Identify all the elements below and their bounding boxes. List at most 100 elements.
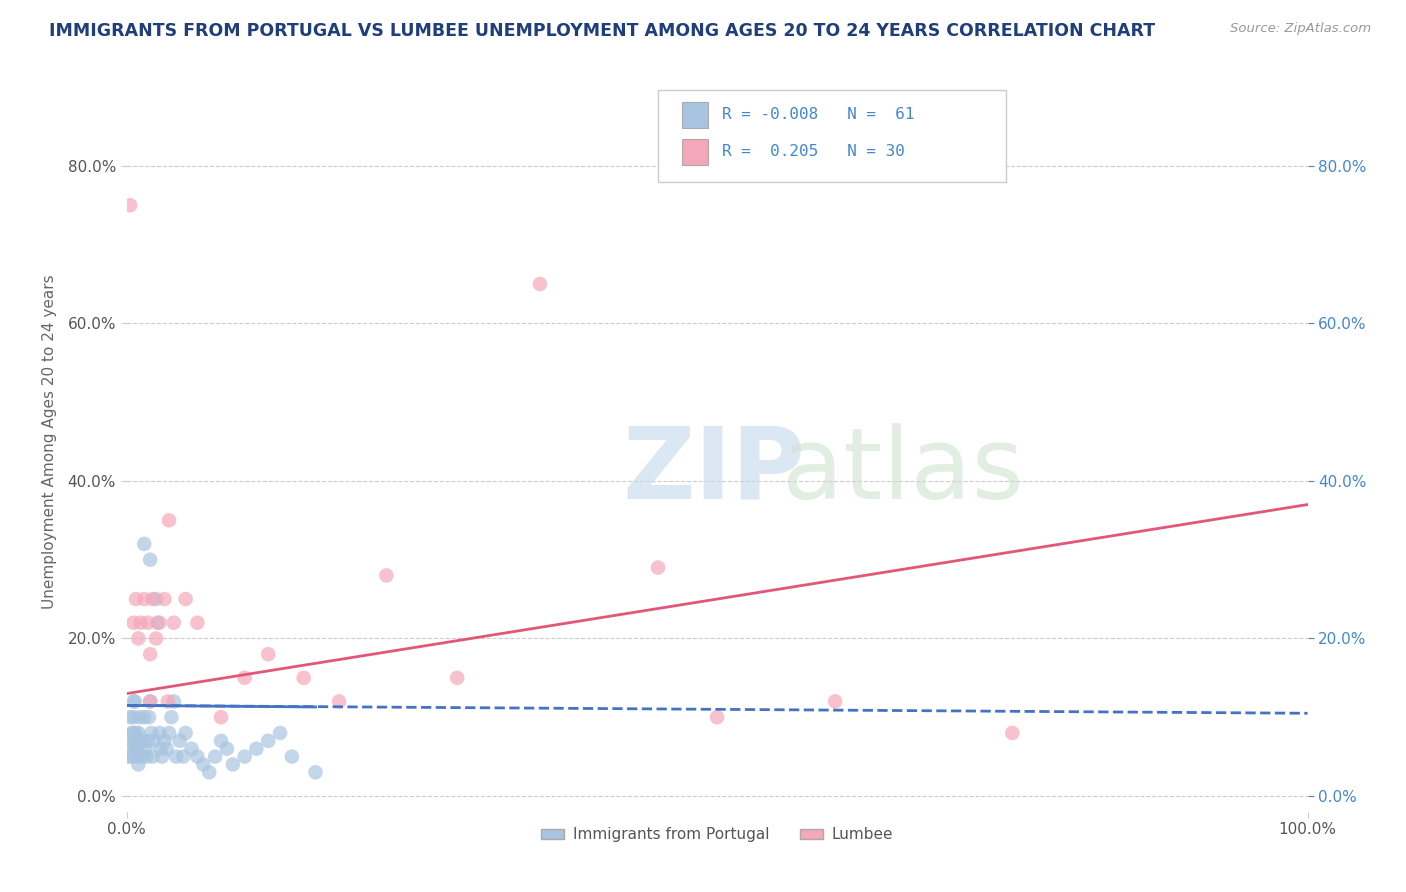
Point: [375, 568, 398, 582]
Point: [180, 741, 202, 756]
Point: [134, 592, 156, 607]
Point: [193, 757, 215, 772]
Point: [128, 734, 150, 748]
Point: [169, 734, 191, 748]
Text: ZIP: ZIP: [623, 423, 806, 520]
Text: IMMIGRANTS FROM PORTUGAL VS LUMBEE UNEMPLOYMENT AMONG AGES 20 TO 24 YEARS CORREL: IMMIGRANTS FROM PORTUGAL VS LUMBEE UNEMP…: [49, 22, 1156, 40]
Point: [128, 710, 150, 724]
Point: [134, 537, 156, 551]
Point: [139, 694, 162, 708]
Point: [163, 694, 186, 708]
Point: [204, 749, 226, 764]
Point: [165, 749, 187, 764]
Legend: Immigrants from Portugal, Lumbee: Immigrants from Portugal, Lumbee: [534, 822, 900, 848]
Text: R = -0.008   N =  61: R = -0.008 N = 61: [721, 107, 914, 122]
Point: [172, 749, 194, 764]
Point: [150, 749, 173, 764]
Point: [174, 726, 197, 740]
Point: [153, 592, 176, 607]
Point: [269, 726, 291, 740]
Point: [125, 741, 148, 756]
Point: [1001, 726, 1024, 740]
Point: [120, 710, 142, 724]
Point: [222, 757, 245, 772]
Point: [233, 671, 256, 685]
Point: [304, 765, 326, 780]
Point: [138, 710, 160, 724]
Point: [127, 749, 149, 764]
Point: [129, 615, 152, 630]
Point: [124, 694, 146, 708]
Point: [198, 765, 221, 780]
Bar: [682, 103, 707, 128]
Point: [186, 749, 208, 764]
Point: [125, 592, 148, 607]
Point: [156, 694, 179, 708]
Point: [121, 726, 143, 740]
Point: [124, 734, 146, 748]
Point: [120, 741, 142, 756]
FancyBboxPatch shape: [658, 90, 1007, 183]
Point: [292, 671, 315, 685]
Point: [186, 615, 208, 630]
Text: atlas: atlas: [782, 423, 1024, 520]
Point: [127, 741, 149, 756]
Point: [174, 592, 197, 607]
Point: [257, 647, 280, 661]
Point: [122, 694, 145, 708]
Point: [149, 726, 172, 740]
Point: [121, 726, 143, 740]
Point: [163, 615, 186, 630]
Point: [149, 615, 172, 630]
Point: [157, 513, 180, 527]
Point: [145, 632, 167, 646]
Point: [156, 741, 179, 756]
Point: [136, 615, 159, 630]
Point: [134, 741, 156, 756]
Point: [132, 734, 155, 748]
Point: [245, 741, 267, 756]
Point: [141, 726, 163, 740]
Point: [209, 734, 232, 748]
Point: [142, 734, 165, 748]
Point: [328, 694, 350, 708]
Point: [125, 726, 148, 740]
Point: [233, 749, 256, 764]
Point: [127, 632, 149, 646]
Bar: [682, 139, 707, 165]
Point: [120, 734, 142, 748]
Point: [136, 734, 159, 748]
Point: [146, 615, 169, 630]
Point: [141, 592, 163, 607]
Point: [153, 734, 176, 748]
Point: [209, 710, 232, 724]
Text: R =  0.205   N = 30: R = 0.205 N = 30: [721, 144, 904, 159]
Point: [157, 726, 180, 740]
Point: [127, 726, 149, 740]
Point: [139, 552, 162, 566]
Point: [127, 757, 149, 772]
Point: [139, 694, 162, 708]
Point: [257, 734, 280, 748]
Point: [139, 647, 162, 661]
Point: [824, 694, 846, 708]
Point: [118, 749, 141, 764]
Point: [446, 671, 468, 685]
Point: [120, 198, 142, 212]
Point: [706, 710, 728, 724]
Y-axis label: Unemployment Among Ages 20 to 24 years: Unemployment Among Ages 20 to 24 years: [42, 274, 56, 609]
Point: [120, 749, 142, 764]
Point: [215, 741, 238, 756]
Point: [145, 592, 167, 607]
Point: [131, 749, 153, 764]
Point: [281, 749, 304, 764]
Text: Source: ZipAtlas.com: Source: ZipAtlas.com: [1230, 22, 1371, 36]
Point: [141, 749, 163, 764]
Point: [122, 615, 145, 630]
Point: [160, 710, 183, 724]
Point: [129, 734, 152, 748]
Point: [134, 710, 156, 724]
Point: [149, 741, 172, 756]
Point: [529, 277, 551, 291]
Point: [122, 710, 145, 724]
